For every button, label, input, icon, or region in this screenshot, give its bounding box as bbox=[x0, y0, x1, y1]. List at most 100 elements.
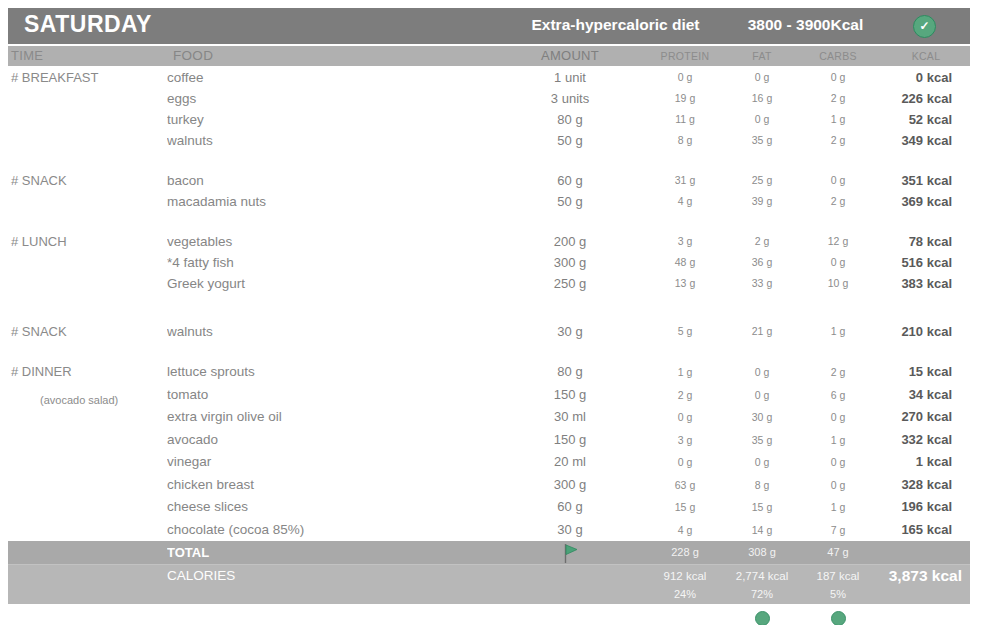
fat-cell: 14 g bbox=[730, 519, 794, 542]
amount-cell: 30 ml bbox=[500, 406, 640, 429]
checkmark-circle-icon: ✓ bbox=[913, 15, 936, 38]
food-cell: turkey bbox=[167, 109, 500, 130]
amount-cell: 150 g bbox=[500, 429, 640, 452]
calories-label: CALORIES bbox=[167, 565, 500, 587]
fat-cell: 21 g bbox=[730, 321, 794, 342]
kcal-cell: 78 kcal bbox=[882, 231, 970, 252]
protein-cell: 11 g bbox=[640, 109, 730, 130]
kcal-cell: 0 kcal bbox=[882, 67, 970, 88]
carbs-cell: 0 g bbox=[794, 474, 882, 497]
day-title: SATURDAY bbox=[24, 11, 152, 38]
carbs-cell: 2 g bbox=[794, 191, 882, 212]
kcal-cell: 226 kcal bbox=[882, 88, 970, 109]
carbs-cell: 1 g bbox=[794, 429, 882, 452]
percent-protein: 24% bbox=[640, 587, 730, 604]
amount-cell: 30 g bbox=[500, 321, 640, 342]
table-row: chocolate (cocoa 85%) 30 g 4 g 14 g 7 g … bbox=[8, 519, 970, 542]
kcal-cell: 34 kcal bbox=[882, 384, 970, 407]
food-cell: Greek yogurt bbox=[167, 273, 500, 294]
food-cell: vegetables bbox=[167, 231, 500, 252]
fat-cell: 2 g bbox=[730, 231, 794, 252]
carbs-cell: 2 g bbox=[794, 130, 882, 151]
meal-label bbox=[8, 451, 167, 474]
amount-cell: 30 g bbox=[500, 519, 640, 542]
protein-cell: 4 g bbox=[640, 191, 730, 212]
food-cell: vinegar bbox=[167, 451, 500, 474]
carbs-cell: 0 g bbox=[794, 451, 882, 474]
food-cell: coffee bbox=[167, 67, 500, 88]
kcal-cell: 270 kcal bbox=[882, 406, 970, 429]
amount-cell: 20 ml bbox=[500, 451, 640, 474]
kcal-cell: 369 kcal bbox=[882, 191, 970, 212]
amount-cell: 60 g bbox=[500, 170, 640, 191]
protein-cell: 0 g bbox=[640, 406, 730, 429]
table-row: vinegar 20 ml 0 g 0 g 0 g 1 kcal bbox=[8, 451, 970, 474]
food-cell: walnuts bbox=[167, 321, 500, 342]
kcal-cell: 351 kcal bbox=[882, 170, 970, 191]
meal-label: # DINNER bbox=[8, 361, 167, 384]
amount-cell: 250 g bbox=[500, 273, 640, 294]
protein-cell: 5 g bbox=[640, 321, 730, 342]
percent-time-cell bbox=[8, 587, 167, 604]
carbs-cell: 0 g bbox=[794, 406, 882, 429]
table-row: # LUNCH vegetables 200 g 3 g 2 g 12 g 78… bbox=[8, 231, 970, 252]
meal-note: (avocado salad) bbox=[8, 395, 167, 418]
food-cell: bacon bbox=[167, 170, 500, 191]
carbs-cell: 12 g bbox=[794, 231, 882, 252]
protein-cell: 48 g bbox=[640, 252, 730, 273]
meal-label bbox=[8, 519, 167, 542]
meal-label bbox=[8, 273, 167, 294]
protein-cell: 0 g bbox=[640, 67, 730, 88]
kcal-cell: 332 kcal bbox=[882, 429, 970, 452]
total-kcal-cell bbox=[882, 541, 970, 564]
calories-protein: 912 kcal bbox=[640, 565, 730, 587]
table-row: *4 fatty fish 300 g 48 g 36 g 0 g 516 kc… bbox=[8, 252, 970, 273]
meal-label bbox=[8, 474, 167, 497]
protein-cell: 4 g bbox=[640, 519, 730, 542]
protein-cell: 3 g bbox=[640, 231, 730, 252]
title-bar: SATURDAY Extra-hypercaloric diet 3800 - … bbox=[8, 8, 970, 44]
protein-cell: 0 g bbox=[640, 451, 730, 474]
fat-cell: 0 g bbox=[730, 67, 794, 88]
fat-cell: 0 g bbox=[730, 451, 794, 474]
food-cell: chocolate (cocoa 85%) bbox=[167, 519, 500, 542]
meal-label bbox=[8, 252, 167, 273]
calories-time-cell bbox=[8, 565, 167, 587]
amount-cell: 150 g bbox=[500, 384, 640, 407]
food-cell: cheese slices bbox=[167, 496, 500, 519]
meal-label: # BREAKFAST bbox=[8, 67, 167, 88]
diet-name: Extra-hypercaloric diet bbox=[508, 16, 723, 34]
amount-cell: 200 g bbox=[500, 231, 640, 252]
food-cell: eggs bbox=[167, 88, 500, 109]
column-header-fat: FAT bbox=[730, 46, 794, 66]
total-label: TOTAL bbox=[167, 541, 500, 564]
calories-row: CALORIES 912 kcal 2,774 kcal 187 kcal 3,… bbox=[8, 565, 970, 587]
column-header-time: TIME bbox=[8, 46, 167, 66]
food-cell: extra virgin olive oil bbox=[167, 406, 500, 429]
meal-label: # LUNCH bbox=[8, 231, 167, 252]
fat-cell: 0 g bbox=[730, 361, 794, 384]
protein-cell: 2 g bbox=[640, 384, 730, 407]
carbs-cell: 1 g bbox=[794, 109, 882, 130]
fat-cell: 25 g bbox=[730, 170, 794, 191]
carbs-cell: 1 g bbox=[794, 496, 882, 519]
food-cell: lettuce sprouts bbox=[167, 361, 500, 384]
amount-cell: 80 g bbox=[500, 361, 640, 384]
calories-amount-cell bbox=[500, 565, 640, 587]
column-header-amount: AMOUNT bbox=[500, 46, 640, 66]
amount-cell: 50 g bbox=[500, 191, 640, 212]
fat-cell: 30 g bbox=[730, 406, 794, 429]
kcal-cell: 52 kcal bbox=[882, 109, 970, 130]
table-row: # SNACK bacon 60 g 31 g 25 g 0 g 351 kca… bbox=[8, 170, 970, 191]
meal-label bbox=[8, 88, 167, 109]
carbs-cell: 2 g bbox=[794, 88, 882, 109]
kcal-cell: 328 kcal bbox=[882, 474, 970, 497]
food-cell: chicken breast bbox=[167, 474, 500, 497]
table-row: turkey 80 g 11 g 0 g 1 g 52 kcal bbox=[8, 109, 970, 130]
status-dots-row bbox=[8, 611, 970, 625]
column-header-row: TIME FOOD AMOUNT PROTEIN FAT CARBS KCAL bbox=[8, 46, 970, 66]
food-cell: avocado bbox=[167, 429, 500, 452]
carbs-cell: 1 g bbox=[794, 321, 882, 342]
fat-cell: 0 g bbox=[730, 384, 794, 407]
kcal-cell: 210 kcal bbox=[882, 321, 970, 342]
